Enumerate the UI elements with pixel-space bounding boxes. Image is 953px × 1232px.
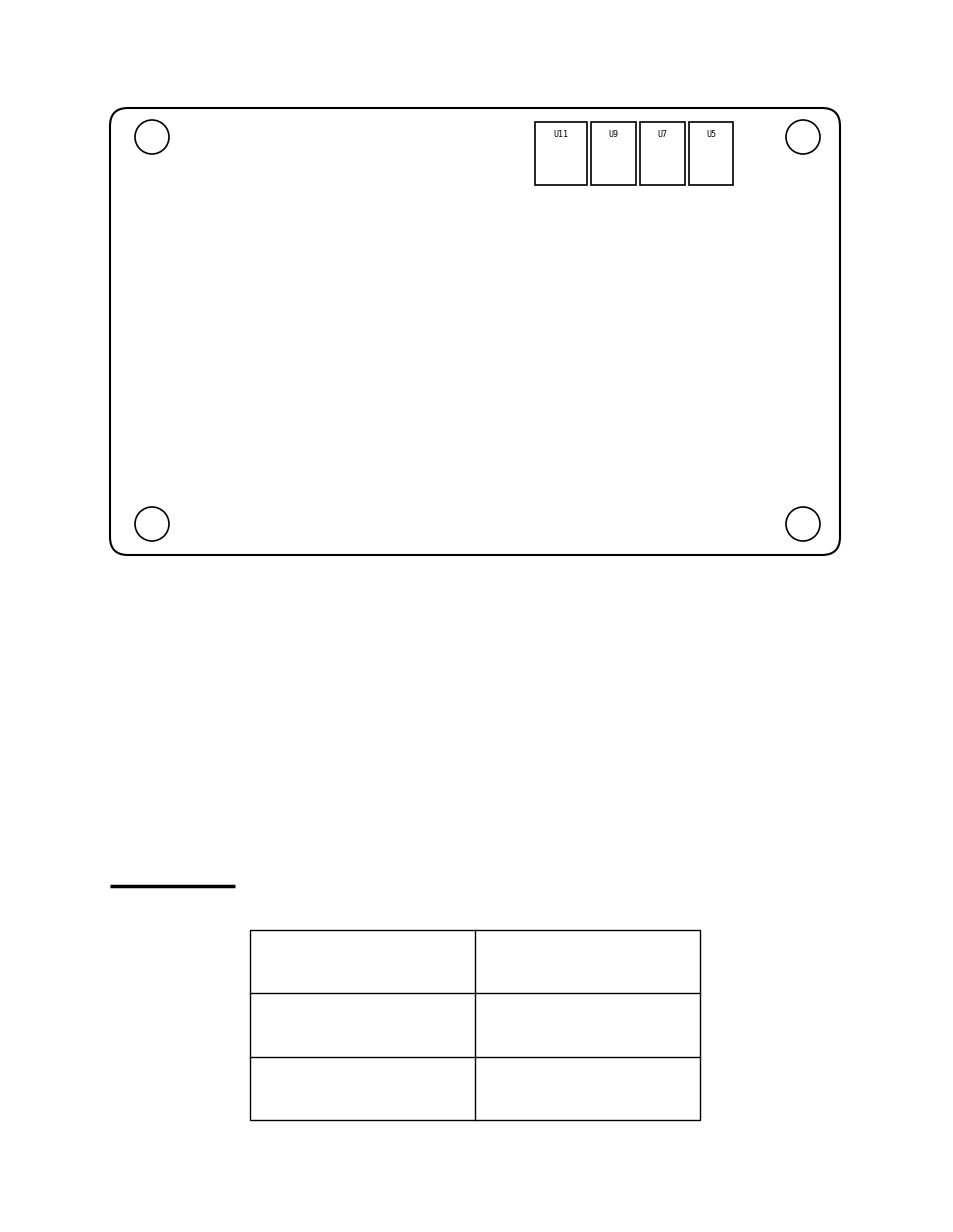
Text: U11: U11: [553, 131, 568, 139]
Circle shape: [785, 120, 820, 154]
Bar: [535, 122, 586, 185]
Bar: [250, 930, 700, 1120]
Text: U7: U7: [657, 131, 667, 139]
Circle shape: [135, 508, 169, 541]
FancyBboxPatch shape: [110, 108, 840, 554]
Circle shape: [135, 120, 169, 154]
Text: U5: U5: [705, 131, 716, 139]
Bar: [590, 122, 636, 185]
Bar: [688, 122, 732, 185]
Circle shape: [785, 508, 820, 541]
Text: U9: U9: [608, 131, 618, 139]
Bar: [639, 122, 684, 185]
